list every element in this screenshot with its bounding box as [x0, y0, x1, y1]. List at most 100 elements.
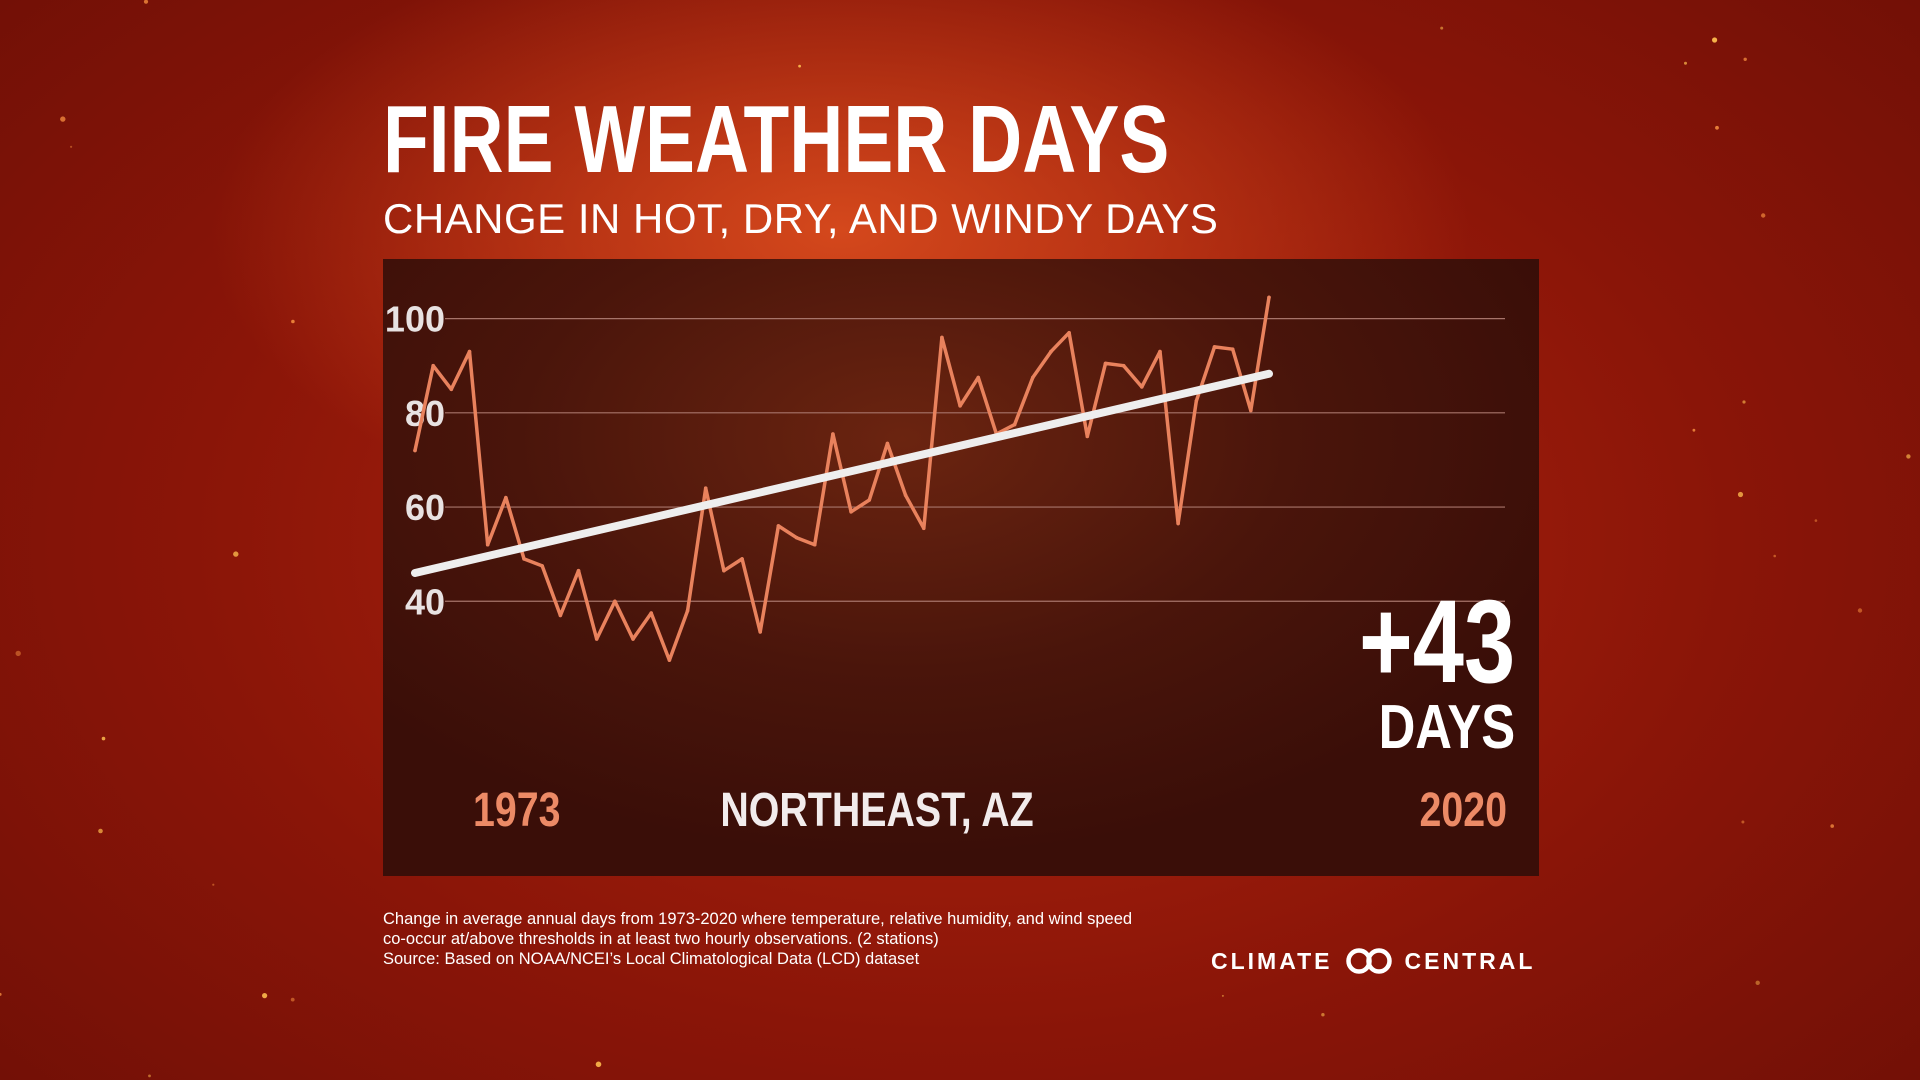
data-point: [1067, 330, 1071, 335]
footnote: Change in average annual days from 1973-…: [383, 909, 1203, 969]
y-tick-label: 60: [405, 487, 445, 528]
data-point: [903, 493, 908, 498]
footnote-line-2: co-occur at/above thresholds in at least…: [383, 930, 939, 948]
ember-speck: [1755, 980, 1760, 985]
data-point: [1194, 399, 1199, 403]
ember-speck: [143, 0, 149, 4]
chart-panel: 40 60 80 100 1973 NORTHEAST, AZ 2020 +43 DAYS: [383, 259, 1539, 876]
data-point: [631, 637, 635, 641]
data-point: [940, 335, 944, 340]
footnote-line-1: Change in average annual days from 1973-…: [383, 910, 1133, 928]
data-point: [722, 568, 726, 573]
ember-speck: [1857, 608, 1863, 613]
change-value: +43: [1358, 576, 1515, 708]
ember-speck: [290, 997, 295, 1002]
ember-speck: [148, 1074, 151, 1078]
ember-speck: [595, 1061, 602, 1068]
data-point: [504, 495, 508, 500]
data-point: [1030, 375, 1035, 380]
y-tick-label: 100: [385, 299, 445, 340]
data-point: [1085, 434, 1090, 439]
data-point: [413, 448, 417, 453]
ember-speck: [15, 650, 21, 657]
data-point: [1012, 422, 1017, 427]
ember-speck: [1773, 554, 1776, 558]
data-point: [540, 564, 544, 568]
data-point: [921, 526, 926, 531]
ember-speck: [1692, 428, 1696, 432]
climate-central-logo: CLIMATE CENTRAL: [1211, 943, 1535, 979]
data-point: [522, 557, 526, 561]
change-unit: DAYS: [1378, 693, 1515, 762]
page-title: FIRE WEATHER DAYS: [383, 86, 1170, 193]
data-point: [594, 637, 599, 641]
data-point: [467, 349, 472, 354]
data-point: [758, 630, 763, 634]
x-start-label-group: 1973: [473, 783, 561, 837]
source-line: Source: Based on NOAA/NCEI’s Local Clima…: [383, 950, 920, 968]
data-point: [1230, 347, 1235, 352]
data-point: [558, 613, 563, 618]
data-point: [1267, 295, 1271, 300]
data-point: [449, 387, 454, 392]
data-point: [485, 542, 490, 547]
ember-speck: [798, 64, 801, 68]
ember-speck: [1321, 1013, 1325, 1017]
ember-speck: [262, 993, 268, 999]
page-subtitle: CHANGE IN HOT, DRY, AND WINDY DAYS: [383, 195, 1219, 242]
ember-speck: [212, 883, 215, 886]
data-point: [1121, 363, 1126, 368]
y-tick-label: 40: [405, 581, 445, 622]
ember-speck: [1906, 454, 1911, 459]
data-point: [794, 535, 799, 540]
data-point: [613, 599, 617, 604]
data-point: [1158, 349, 1162, 354]
x-axis-label: NORTHEAST, AZ: [720, 783, 1033, 837]
series-line: [413, 295, 1271, 662]
ember-speck: [1761, 213, 1766, 218]
ember-speck: [1440, 26, 1444, 30]
ember-speck: [233, 551, 239, 557]
data-point: [776, 524, 781, 528]
data-point: [1103, 361, 1108, 366]
data-point: [1176, 521, 1180, 526]
ember-speck: [1742, 400, 1746, 404]
data-point: [740, 557, 744, 561]
change-annotation: +43 DAYS: [1315, 576, 1515, 762]
data-point: [885, 441, 890, 446]
data-point: [1140, 385, 1144, 389]
data-point: [703, 486, 708, 491]
ember-speck: [1684, 61, 1687, 65]
data-point: [685, 608, 690, 613]
data-point: [649, 611, 654, 615]
data-point: [831, 432, 835, 436]
ember-speck: [0, 992, 2, 996]
data-point: [576, 568, 581, 573]
data-point: [1049, 349, 1053, 354]
ember-speck: [1712, 37, 1718, 43]
x-axis-label-group: NORTHEAST, AZ: [720, 783, 1033, 837]
ember-speck: [60, 116, 66, 122]
data-point: [431, 363, 435, 368]
ember-speck: [70, 145, 73, 148]
data-point: [958, 403, 962, 408]
ember-speck: [101, 736, 106, 741]
data-point: [976, 375, 981, 380]
climate-central-rings-icon: [1345, 948, 1392, 974]
ember-speck: [1741, 820, 1745, 824]
ember-speck: [291, 319, 295, 324]
ember-speck: [1830, 824, 1834, 828]
data-point: [812, 542, 817, 547]
ember-speck: [1737, 491, 1744, 498]
ember-speck: [98, 828, 103, 834]
ember-speck: [1221, 994, 1224, 997]
trend-line: [411, 369, 1273, 578]
data-point: [1249, 408, 1253, 413]
data-point: [849, 509, 853, 514]
logo-word-left: CLIMATE: [1211, 947, 1333, 974]
logo-word-right: CENTRAL: [1404, 947, 1536, 974]
data-point: [867, 498, 872, 502]
x-start-label: 1973: [473, 783, 561, 837]
